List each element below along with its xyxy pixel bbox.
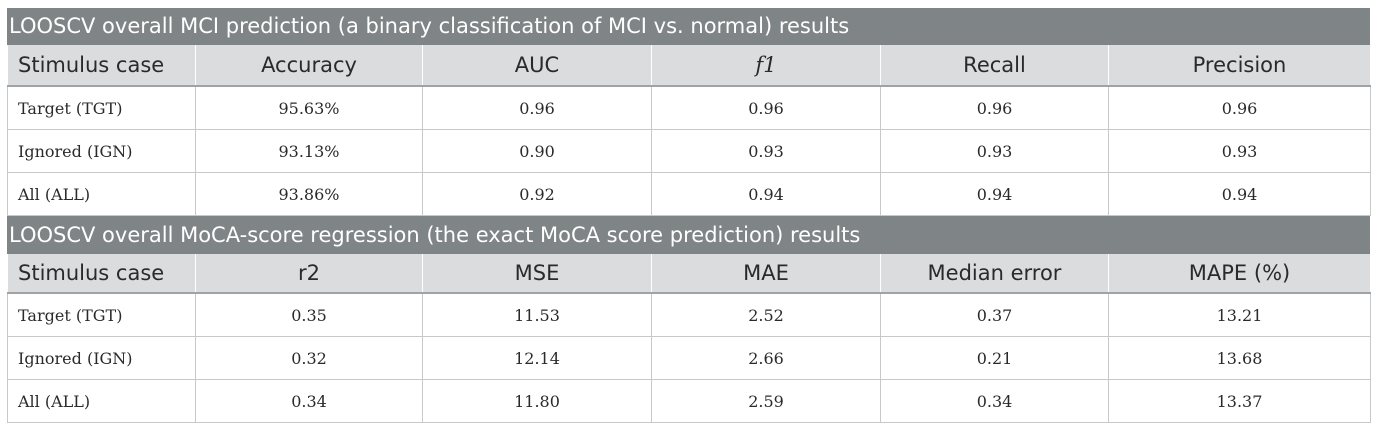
table-cell: 0.34 <box>880 379 1109 423</box>
table2-header-mape: MAPE (%) <box>1108 254 1371 293</box>
table2-header-r2: r2 <box>195 254 423 293</box>
table-cell: 2.52 <box>651 292 881 337</box>
table-cell: 2.59 <box>651 379 881 423</box>
table1-header-accuracy: Accuracy <box>195 45 423 86</box>
table-cell: 12.14 <box>422 336 652 380</box>
table-row: All (ALL) 93.86% 0.92 0.94 0.94 0.94 <box>7 172 1371 216</box>
table1-caption: LOOSCV overall MCI prediction (a binary … <box>7 8 1370 45</box>
table-row: Ignored (IGN) 0.32 12.14 2.66 0.21 13.68 <box>7 336 1371 380</box>
table-cell: 95.63% <box>195 85 423 130</box>
table-cell: All (ALL) <box>7 172 196 216</box>
table-cell: 0.32 <box>195 336 423 380</box>
table-cell: 0.94 <box>880 172 1109 216</box>
table2-header-mse: MSE <box>422 254 652 293</box>
table1-header-auc: AUC <box>422 45 652 86</box>
table-cell: Ignored (IGN) <box>7 336 196 380</box>
table1-header-precision: Precision <box>1108 45 1371 86</box>
table-cell: 0.96 <box>651 85 881 130</box>
table-cell: All (ALL) <box>7 379 196 423</box>
table-row: All (ALL) 0.34 11.80 2.59 0.34 13.37 <box>7 379 1371 423</box>
table-cell: 0.34 <box>195 379 423 423</box>
table1-header-recall: Recall <box>880 45 1109 86</box>
table2-header-median-error: Median error <box>880 254 1109 293</box>
table-cell: Target (TGT) <box>7 292 196 337</box>
table-cell: 0.94 <box>1108 172 1371 216</box>
table-cell: 0.93 <box>651 129 881 173</box>
table-cell: 11.53 <box>422 292 652 337</box>
table-cell: 0.93 <box>880 129 1109 173</box>
table2-header-stimulus: Stimulus case <box>7 254 196 293</box>
table2-header-row: Stimulus case r2 MSE MAE Median error MA… <box>7 254 1371 293</box>
table-row: Target (TGT) 95.63% 0.96 0.96 0.96 0.96 <box>7 85 1371 130</box>
table-cell: 0.96 <box>880 85 1109 130</box>
table1-header-row: Stimulus case Accuracy AUC f1 Recall Pre… <box>7 45 1371 86</box>
table-cell: 11.80 <box>422 379 652 423</box>
table-row: Target (TGT) 0.35 11.53 2.52 0.37 13.21 <box>7 292 1371 337</box>
table2-caption: LOOSCV overall MoCA-score regression (th… <box>7 216 1370 254</box>
table-cell: 0.96 <box>422 85 652 130</box>
table2-header-mae: MAE <box>651 254 881 293</box>
table-cell: 0.90 <box>422 129 652 173</box>
table-cell: 13.37 <box>1108 379 1371 423</box>
table-cell: 13.68 <box>1108 336 1371 380</box>
table-cell: 13.21 <box>1108 292 1371 337</box>
moca-regression-table: Stimulus case r2 MSE MAE Median error MA… <box>7 254 1371 423</box>
mci-prediction-table: Stimulus case Accuracy AUC f1 Recall Pre… <box>7 45 1371 216</box>
table-cell: 93.13% <box>195 129 423 173</box>
table-row: Ignored (IGN) 93.13% 0.90 0.93 0.93 0.93 <box>7 129 1371 173</box>
table-cell: 2.66 <box>651 336 881 380</box>
table-cell: 0.96 <box>1108 85 1371 130</box>
results-tables: LOOSCV overall MCI prediction (a binary … <box>7 8 1371 423</box>
table-cell: 0.21 <box>880 336 1109 380</box>
table-cell: 93.86% <box>195 172 423 216</box>
table-cell: 0.93 <box>1108 129 1371 173</box>
table1-header-stimulus: Stimulus case <box>7 45 196 86</box>
table-cell: 0.35 <box>195 292 423 337</box>
table-cell: 0.37 <box>880 292 1109 337</box>
table-cell: 0.92 <box>422 172 652 216</box>
table-cell: Target (TGT) <box>7 85 196 130</box>
table-cell: Ignored (IGN) <box>7 129 196 173</box>
table1-header-f1: f1 <box>651 45 881 86</box>
table-cell: 0.94 <box>651 172 881 216</box>
